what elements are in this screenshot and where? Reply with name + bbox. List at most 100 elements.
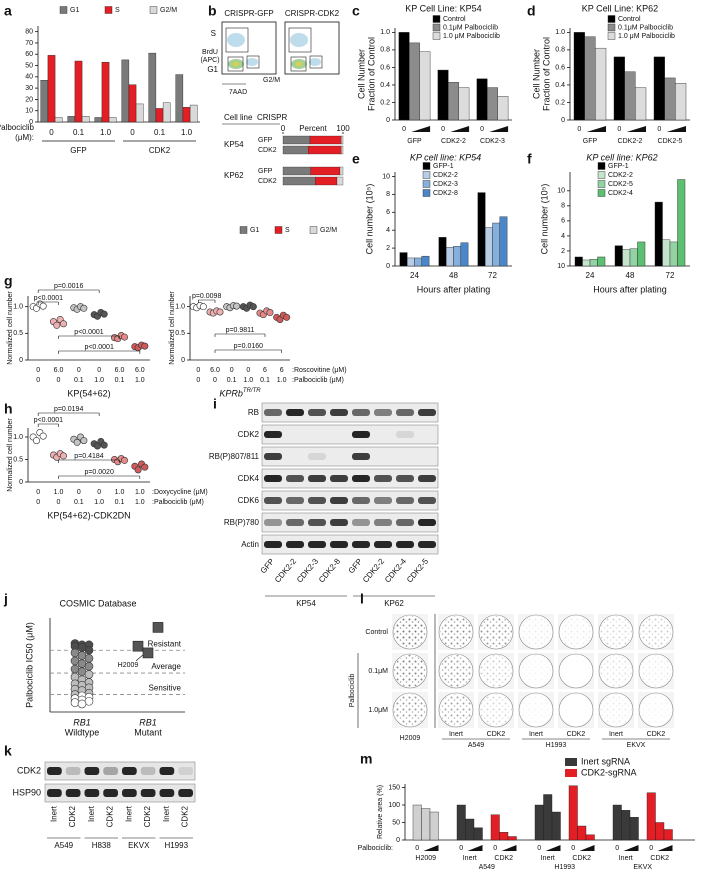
bar xyxy=(646,792,656,841)
x-tick-label: 0 xyxy=(49,128,54,137)
y-tick-label: 80 xyxy=(25,28,33,35)
dose-wedge xyxy=(501,845,517,851)
blot-band xyxy=(352,541,370,548)
legend-swatch xyxy=(422,189,431,197)
blot-band xyxy=(286,409,304,416)
dose-wedge xyxy=(467,845,483,851)
y-axis-label: Fraction of Control xyxy=(366,37,376,111)
lane-label: Inert xyxy=(124,805,133,822)
gate xyxy=(225,27,249,53)
legend-swatch xyxy=(149,6,158,14)
y-tick-label: 1.0 xyxy=(13,434,23,441)
x-tick-label: GFP xyxy=(583,138,598,145)
row-label: 0.1μM xyxy=(368,668,388,675)
dose-label: 1.0 xyxy=(243,377,253,384)
y-tick-label: 0 xyxy=(561,117,565,124)
blot-band xyxy=(374,475,392,482)
blot-band xyxy=(103,789,118,797)
group-label: CDK2 xyxy=(149,146,171,155)
data-point xyxy=(134,466,142,474)
x-tick-label: 1.0 xyxy=(100,128,112,137)
colonies xyxy=(640,655,672,687)
blot-band xyxy=(352,409,370,416)
legend-swatch xyxy=(597,162,606,170)
blot-band xyxy=(330,541,348,548)
data-point xyxy=(84,670,94,679)
data-point xyxy=(283,313,291,321)
legend-label: G1 xyxy=(250,227,259,234)
p-value: p=0.0020 xyxy=(84,469,113,476)
row-label: Control xyxy=(365,629,388,636)
data-point xyxy=(266,309,274,317)
blot-band xyxy=(396,541,414,548)
blot-band xyxy=(308,541,326,548)
legend-swatch xyxy=(274,226,283,234)
threshold-label: Sensitive xyxy=(149,684,182,693)
p-value: p=0.0098 xyxy=(192,293,221,300)
x-tick-label: 24 xyxy=(410,271,419,280)
data-point xyxy=(249,303,257,311)
cell-cloud xyxy=(296,62,302,66)
dose-tick: 0 xyxy=(537,845,541,852)
x-tick-label: CDK2-3 xyxy=(480,138,505,145)
blot-row-label: RB(P)780 xyxy=(224,518,260,527)
gate xyxy=(290,56,307,72)
blot-band xyxy=(286,497,304,504)
bar xyxy=(465,818,475,841)
x-axis-label: Percent xyxy=(299,124,327,133)
colonies xyxy=(394,694,426,726)
legend-label: 0.1μM Palbociclib xyxy=(618,24,673,31)
bar xyxy=(412,804,422,841)
data-point xyxy=(100,310,108,318)
dose-label: 6 xyxy=(280,367,284,374)
dose-tick: 0 xyxy=(657,126,661,133)
dose-tick: 0 xyxy=(441,126,445,133)
bar xyxy=(476,78,488,121)
y-tick-label: 0.4 xyxy=(555,82,565,89)
dose-label: 0 xyxy=(57,377,61,384)
colonies xyxy=(520,616,552,648)
dose-label: 0.1 xyxy=(260,377,270,384)
data-point xyxy=(199,303,207,311)
y-tick-label: 0 xyxy=(29,119,33,126)
bar xyxy=(589,259,598,267)
bar xyxy=(162,102,171,123)
bar-segment xyxy=(339,166,344,176)
bar-segment xyxy=(308,145,342,155)
chart-title: KP cell line: KP54 xyxy=(410,152,481,162)
panel-letter: b xyxy=(208,3,217,19)
blot-band xyxy=(308,497,326,504)
row-label: :Palbociclib (μM) xyxy=(152,499,204,506)
p-value: p<0.0001 xyxy=(74,329,103,336)
bar-segment xyxy=(282,135,311,145)
y-tick-label: 10 xyxy=(25,108,33,115)
blot-band xyxy=(308,519,326,526)
colonies xyxy=(480,694,512,726)
legend-label: G1 xyxy=(70,7,79,14)
bar xyxy=(499,832,509,841)
panel-letter: d xyxy=(527,3,536,19)
x-axis-label: Hours after plating xyxy=(593,284,667,294)
data-point xyxy=(141,342,149,350)
group-label: H1993 xyxy=(164,841,188,850)
blot-band xyxy=(178,767,193,775)
bar xyxy=(534,804,544,841)
blot-band xyxy=(374,541,392,548)
blot-band xyxy=(418,475,436,482)
x-tick-label: CDK2-5 xyxy=(658,138,683,145)
y-tick-label: 6 xyxy=(386,209,390,216)
legend-swatch xyxy=(565,758,577,766)
legend-label: S xyxy=(115,7,120,14)
blot-band xyxy=(330,519,348,526)
blot-band xyxy=(308,409,326,416)
bar xyxy=(155,108,164,123)
dose-wedge xyxy=(626,126,646,132)
cell-cloud xyxy=(246,58,258,66)
dose-wedge xyxy=(586,126,606,132)
blot-row-label: HSP90 xyxy=(12,787,41,797)
bar-segment xyxy=(341,135,344,145)
column-sub-label: CDK2 xyxy=(567,731,586,738)
dose-label: 0 xyxy=(230,367,234,374)
dose-label: 6.0 xyxy=(135,367,145,374)
